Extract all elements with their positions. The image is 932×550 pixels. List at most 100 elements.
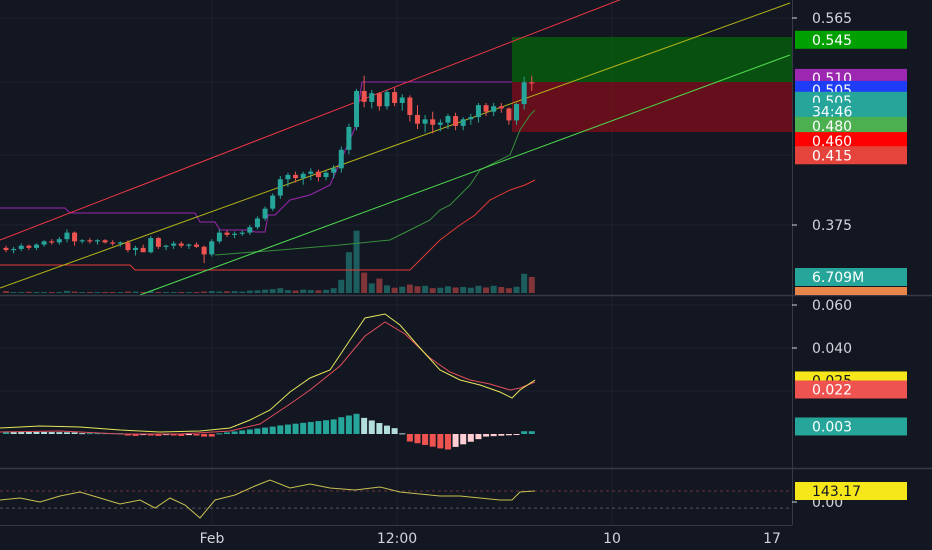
candle[interactable] bbox=[64, 232, 70, 240]
volume-bar bbox=[86, 292, 93, 293]
candle[interactable] bbox=[171, 243, 177, 246]
candle[interactable] bbox=[384, 92, 390, 107]
candle[interactable] bbox=[11, 248, 17, 251]
candle[interactable] bbox=[506, 108, 512, 121]
candle[interactable] bbox=[79, 240, 85, 242]
candle[interactable] bbox=[178, 243, 184, 246]
candle[interactable] bbox=[468, 117, 474, 120]
candle[interactable] bbox=[453, 116, 459, 126]
candle[interactable] bbox=[323, 172, 329, 178]
candle[interactable] bbox=[331, 168, 337, 173]
volume-tag[interactable]: 6.709M bbox=[795, 268, 907, 286]
candle[interactable] bbox=[125, 242, 131, 251]
candle[interactable] bbox=[41, 241, 47, 245]
volume-bar bbox=[513, 286, 520, 293]
candle[interactable] bbox=[18, 245, 24, 249]
candle[interactable] bbox=[392, 92, 398, 103]
macd-panel[interactable] bbox=[0, 313, 536, 450]
candle[interactable] bbox=[354, 90, 360, 127]
candle[interactable] bbox=[163, 245, 169, 247]
candle[interactable] bbox=[422, 119, 428, 124]
candle[interactable] bbox=[3, 247, 9, 251]
candle[interactable] bbox=[224, 232, 230, 235]
candle[interactable] bbox=[376, 93, 382, 107]
price-tag[interactable]: 143.17 bbox=[795, 482, 907, 500]
macd-histogram-bar bbox=[140, 434, 147, 436]
volume-bar bbox=[505, 288, 512, 293]
panel-separators bbox=[0, 0, 932, 526]
candle[interactable] bbox=[33, 244, 39, 248]
candle[interactable] bbox=[56, 239, 62, 243]
candle[interactable] bbox=[521, 82, 527, 105]
volume-bar bbox=[178, 292, 185, 293]
candle[interactable] bbox=[140, 247, 146, 253]
time-axis[interactable]: Feb 12:00 10 17 bbox=[200, 531, 781, 547]
macd-histogram-bar bbox=[345, 415, 352, 434]
candle[interactable] bbox=[72, 232, 78, 242]
price-tag[interactable]: 0.480 bbox=[795, 116, 907, 135]
candle[interactable] bbox=[483, 105, 489, 112]
candle[interactable] bbox=[216, 232, 222, 242]
candle[interactable] bbox=[498, 106, 504, 109]
cci-panel[interactable] bbox=[0, 479, 792, 519]
candle[interactable] bbox=[361, 90, 367, 102]
macd-histogram-bar bbox=[48, 432, 55, 434]
candle[interactable] bbox=[369, 93, 375, 102]
macd-signal-line bbox=[0, 321, 536, 435]
volume-tag-label: 6.709M bbox=[812, 270, 864, 286]
candle[interactable] bbox=[277, 179, 283, 196]
price-tag[interactable]: 0.545 bbox=[795, 30, 907, 49]
loss-zone[interactable] bbox=[512, 82, 792, 132]
candle[interactable] bbox=[239, 232, 245, 234]
candle[interactable] bbox=[430, 119, 436, 125]
candle[interactable] bbox=[133, 247, 139, 251]
candle[interactable] bbox=[529, 82, 535, 84]
candle[interactable] bbox=[308, 171, 314, 174]
candle[interactable] bbox=[155, 238, 161, 247]
candle[interactable] bbox=[300, 173, 306, 179]
candle[interactable] bbox=[437, 122, 443, 125]
candle[interactable] bbox=[262, 208, 268, 219]
price-axis[interactable]: 0.5650.3750.0600.0400.000.5450.5100.5050… bbox=[792, 11, 907, 511]
candle[interactable] bbox=[102, 240, 108, 243]
candle[interactable] bbox=[186, 244, 192, 246]
candle[interactable] bbox=[338, 149, 344, 169]
candle[interactable] bbox=[194, 244, 199, 247]
candle[interactable] bbox=[49, 241, 55, 243]
candle[interactable] bbox=[407, 97, 413, 115]
candle[interactable] bbox=[26, 245, 32, 248]
candle[interactable] bbox=[94, 240, 100, 242]
candle[interactable] bbox=[460, 119, 466, 126]
profit-zone[interactable] bbox=[512, 37, 792, 82]
price-tag[interactable]: 34:46 bbox=[795, 102, 907, 121]
price-tag[interactable]: 0.022 bbox=[795, 380, 907, 399]
candle[interactable] bbox=[285, 174, 291, 180]
candle[interactable] bbox=[270, 195, 276, 209]
candle[interactable] bbox=[117, 242, 123, 244]
candle[interactable] bbox=[254, 218, 260, 228]
macd-histogram-bar bbox=[201, 434, 208, 437]
candle[interactable] bbox=[399, 97, 405, 103]
price-panel[interactable] bbox=[0, 0, 792, 296]
candle[interactable] bbox=[414, 114, 420, 124]
candle[interactable] bbox=[475, 105, 481, 118]
candle[interactable] bbox=[201, 246, 207, 255]
candle[interactable] bbox=[232, 233, 238, 235]
candle[interactable] bbox=[148, 238, 154, 253]
candle[interactable] bbox=[87, 240, 93, 242]
volume-bar bbox=[269, 289, 276, 293]
candle[interactable] bbox=[514, 104, 520, 121]
candle[interactable] bbox=[491, 106, 497, 112]
price-tag[interactable]: 0.415 bbox=[795, 146, 907, 165]
candle[interactable] bbox=[110, 242, 116, 244]
candle[interactable] bbox=[209, 241, 215, 255]
candle[interactable] bbox=[293, 174, 299, 179]
candle[interactable] bbox=[315, 171, 321, 178]
candle[interactable] bbox=[346, 126, 352, 150]
price-tag-background bbox=[795, 417, 907, 436]
price-tag[interactable]: 0.460 bbox=[795, 132, 907, 151]
candle[interactable] bbox=[247, 227, 253, 233]
price-tag[interactable]: 0.003 bbox=[795, 417, 907, 436]
candle[interactable] bbox=[445, 116, 451, 123]
